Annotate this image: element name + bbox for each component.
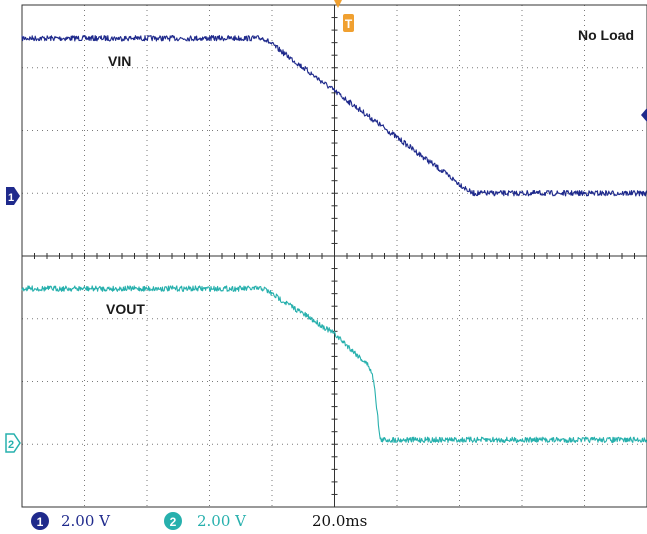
ch1-scale: 2.00 V	[61, 512, 111, 530]
graticule-border	[21, 4, 647, 508]
ch2-badge-number: 2	[170, 515, 177, 529]
trace-vout	[21, 285, 647, 444]
traces	[21, 34, 647, 444]
trigger-badge	[343, 14, 354, 32]
no-load-annotation: No Load	[578, 27, 634, 43]
ch1-ground-arrow-icon	[6, 187, 20, 205]
ch1-ground-marker[interactable]: 1	[6, 187, 20, 205]
trigger-level-icon	[641, 108, 647, 122]
trigger-label: T	[345, 17, 353, 31]
ch1-badge-number: 1	[37, 515, 44, 529]
footer-readout: 1 2.00 V 2 2.00 V 20.0ms	[31, 512, 367, 530]
ch2-ground-label: 2	[8, 439, 14, 451]
ch2-badge	[164, 512, 182, 530]
trigger-marker[interactable]: T	[334, 0, 354, 32]
vin-label: VIN	[108, 53, 131, 69]
ch2-scale: 2.00 V	[197, 512, 247, 530]
timebase-readout: 20.0ms	[312, 512, 367, 530]
vout-label: VOUT	[106, 301, 145, 317]
ch1-ground-label: 1	[8, 192, 14, 204]
ch1-badge	[31, 512, 49, 530]
trace-vin	[21, 34, 647, 197]
ch2-ground-marker[interactable]: 2	[5, 433, 21, 453]
trigger-arrow-icon	[334, 0, 342, 8]
ch2-ground-arrow-icon	[5, 433, 21, 453]
